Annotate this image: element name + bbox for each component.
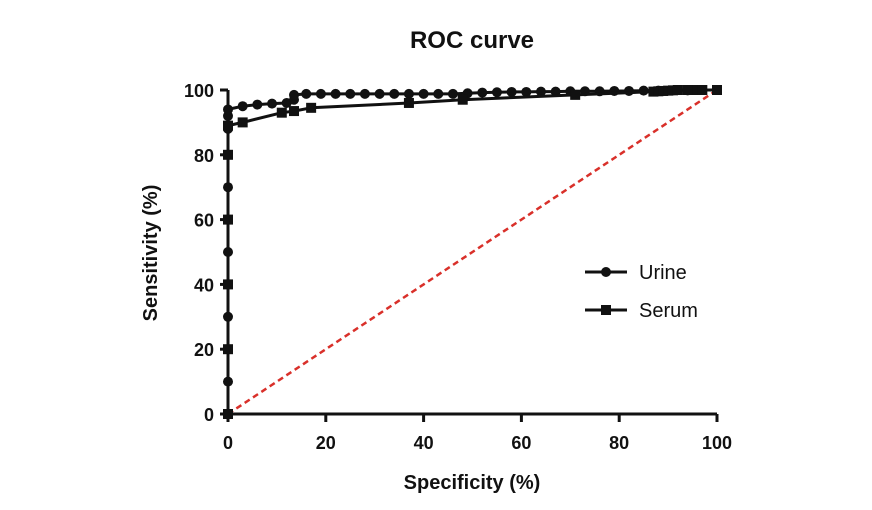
data-point-urine bbox=[477, 87, 488, 98]
data-point-serum bbox=[223, 149, 233, 160]
legend-item-urine: Urine bbox=[585, 262, 687, 284]
data-point-serum bbox=[682, 85, 693, 95]
y-tick-label: 80 bbox=[194, 146, 214, 166]
y-tick-label: 60 bbox=[194, 211, 214, 231]
data-point-urine bbox=[623, 85, 634, 96]
data-point-urine bbox=[252, 99, 263, 110]
reference-line-layer bbox=[227, 88, 718, 416]
y-tick-label: 0 bbox=[204, 405, 214, 425]
data-point-serum bbox=[223, 279, 233, 290]
data-point-urine bbox=[267, 98, 278, 109]
y-tick-label: 40 bbox=[194, 275, 214, 295]
legend-item-serum: Serum bbox=[585, 300, 698, 322]
data-point-serum bbox=[223, 214, 233, 225]
data-point-urine bbox=[447, 88, 458, 99]
legend-label: Urine bbox=[639, 262, 687, 284]
data-point-urine bbox=[535, 86, 546, 97]
x-tick-label: 80 bbox=[609, 433, 629, 453]
x-tick-label: 20 bbox=[316, 433, 336, 453]
data-point-urine bbox=[330, 88, 341, 99]
data-point-serum bbox=[289, 106, 300, 117]
data-point-serum bbox=[712, 85, 722, 95]
data-point-urine bbox=[301, 88, 312, 99]
data-point-serum bbox=[306, 102, 317, 113]
data-point-urine bbox=[550, 86, 561, 97]
data-point-urine bbox=[374, 88, 385, 99]
data-point-serum bbox=[276, 107, 287, 118]
legend-swatch-marker bbox=[601, 305, 611, 315]
data-point-serum bbox=[223, 120, 233, 131]
data-point-serum bbox=[237, 117, 248, 128]
chart-title: ROC curve bbox=[410, 27, 534, 54]
series-layer bbox=[223, 85, 722, 419]
data-point-urine bbox=[289, 89, 300, 100]
data-point-urine bbox=[223, 104, 233, 115]
x-tick-label: 60 bbox=[511, 433, 531, 453]
legend-swatch-marker bbox=[601, 267, 611, 277]
data-point-urine bbox=[521, 86, 532, 97]
x-tick-label: 100 bbox=[702, 433, 732, 453]
data-point-urine bbox=[359, 88, 370, 99]
x-tick-label: 0 bbox=[223, 433, 233, 453]
data-point-urine bbox=[433, 88, 444, 99]
data-point-urine bbox=[345, 88, 356, 99]
data-point-serum bbox=[223, 409, 233, 419]
y-axis-label: Sensitivity (%) bbox=[140, 185, 162, 322]
data-point-urine bbox=[506, 86, 517, 97]
data-point-urine bbox=[315, 88, 326, 99]
x-tick-label: 40 bbox=[414, 433, 434, 453]
data-point-serum bbox=[697, 85, 708, 95]
data-point-serum bbox=[457, 94, 468, 105]
data-point-serum bbox=[403, 97, 414, 108]
axes: 0 20 40 60 80 100 0 20 40 60 80 100 bbox=[184, 81, 732, 453]
data-point-serum bbox=[223, 344, 233, 355]
data-point-urine bbox=[237, 101, 248, 112]
data-point-urine bbox=[491, 87, 502, 98]
data-point-urine bbox=[418, 88, 429, 99]
data-point-urine bbox=[403, 88, 414, 99]
legend: Urine Serum bbox=[585, 262, 698, 322]
x-axis-label: Specificity (%) bbox=[404, 472, 541, 494]
y-tick-label: 100 bbox=[184, 81, 214, 101]
legend-label: Serum bbox=[639, 300, 698, 322]
data-point-serum bbox=[672, 85, 683, 95]
reference-diagonal-line bbox=[227, 88, 718, 416]
data-point-urine bbox=[389, 88, 400, 99]
data-point-serum bbox=[570, 89, 581, 100]
y-tick-label: 20 bbox=[194, 340, 214, 360]
series-serum bbox=[223, 85, 722, 419]
